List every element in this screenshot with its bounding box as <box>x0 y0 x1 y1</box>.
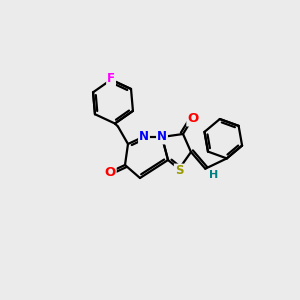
Text: N: N <box>157 130 167 143</box>
Text: O: O <box>104 166 116 178</box>
Text: F: F <box>107 72 115 85</box>
Text: O: O <box>188 112 199 125</box>
Text: H: H <box>209 170 218 180</box>
Text: N: N <box>139 130 149 143</box>
Text: S: S <box>175 164 183 178</box>
